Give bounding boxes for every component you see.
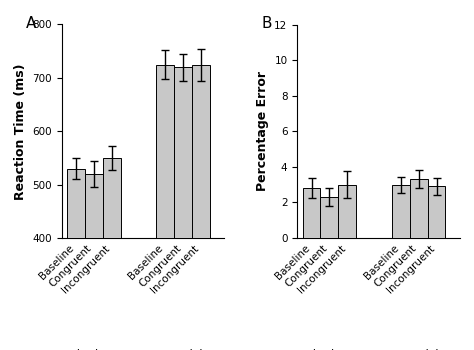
Text: Nonmusicians: Nonmusicians bbox=[377, 349, 460, 350]
Bar bbox=[156, 64, 174, 350]
Text: A: A bbox=[26, 16, 36, 31]
Bar bbox=[320, 197, 338, 238]
Bar bbox=[302, 188, 320, 238]
Bar bbox=[392, 185, 410, 238]
Bar bbox=[174, 67, 192, 350]
Bar bbox=[428, 187, 446, 238]
Text: Pianists: Pianists bbox=[71, 349, 117, 350]
Bar bbox=[192, 64, 210, 350]
Bar bbox=[410, 179, 428, 238]
Bar bbox=[103, 158, 120, 350]
Text: B: B bbox=[262, 16, 272, 31]
Bar bbox=[85, 174, 103, 350]
Bar bbox=[67, 169, 85, 350]
Bar bbox=[338, 185, 356, 238]
Y-axis label: Percentage Error: Percentage Error bbox=[256, 71, 269, 191]
Y-axis label: Reaction Time (ms): Reaction Time (ms) bbox=[14, 63, 27, 199]
Text: Pianists: Pianists bbox=[307, 349, 352, 350]
Text: Nonmusicians: Nonmusicians bbox=[142, 349, 224, 350]
